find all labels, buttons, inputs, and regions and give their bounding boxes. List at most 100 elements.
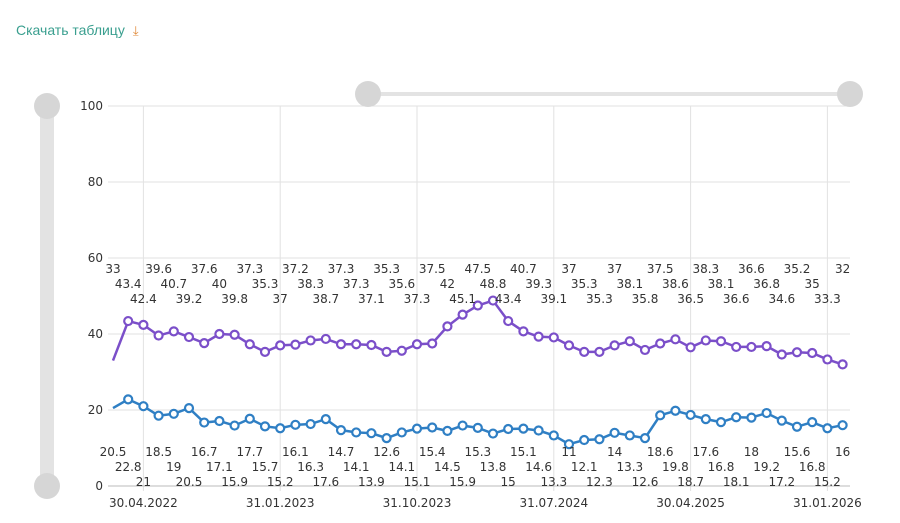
series-blue-data-label: 16.3 [297,460,324,474]
series-blue-point [746,412,757,423]
series-blue-data-label: 15.2 [267,475,294,489]
series-purple-point [791,347,803,358]
series-purple-point [214,328,225,340]
series-purple-point [624,336,635,347]
series-blue-point [822,423,833,434]
series-purple-data-label: 38.3 [692,262,719,276]
series-purple-point [427,338,438,349]
series-purple-point [700,335,711,346]
series-blue-point [351,427,362,438]
series-blue-data-label: 14.7 [328,445,355,459]
series-blue-data-label: 17.6 [312,475,339,489]
series-purple-data-label: 37.3 [404,292,431,306]
series-purple-data-label: 35 [805,277,820,291]
series-blue-point [290,419,301,430]
y-tick-label: 20 [88,403,103,417]
series-purple-point [807,347,818,359]
vertical-range-slider[interactable] [34,93,60,499]
series-purple-data-label: 35.3 [586,292,613,306]
x-tick-label: 31.07.2024 [519,496,588,510]
series-blue-data-label: 15.1 [510,445,537,459]
download-table-link[interactable]: Скачать таблицу ⤓ [16,22,139,39]
series-blue-data-label: 14.1 [343,460,370,474]
series-purple-point [503,315,514,327]
series-blue-data-label: 15.1 [404,475,431,489]
series-blue-point [837,420,848,431]
series-blue-point [670,405,681,416]
series-purple-point [731,341,742,353]
series-blue-point [411,423,423,434]
series-purple-point [609,340,620,351]
x-tick-label: 31.01.2026 [793,496,862,510]
series-blue-data-label: 16 [835,445,850,459]
series-blue-point [518,423,529,434]
series-purple-data-label: 42.4 [130,292,157,306]
series-blue-data-label: 18 [744,445,759,459]
series-blue-point [457,420,468,431]
series-blue-data-label: 15.9 [449,475,476,489]
series-blue-data-label: 13.3 [616,460,643,474]
series-purple-point [153,330,164,341]
series-purple-point [655,338,666,349]
series-purple-data-label: 38.6 [662,277,689,291]
vertical-slider-track[interactable] [40,106,54,486]
series-purple-data-label: 36.5 [677,292,704,306]
series-blue-data-label: 19.8 [662,460,689,474]
vertical-slider-top-handle[interactable] [34,93,60,119]
series-blue-point [548,430,559,441]
series-purple-point [442,321,453,332]
series-purple-point [639,344,651,356]
series-blue-data-label: 14.6 [525,460,552,474]
series-purple-data-label: 38.3 [297,277,324,291]
y-tick-label: 0 [95,479,103,493]
series-blue-point [199,417,210,428]
horizontal-slider-track[interactable] [368,92,850,96]
y-tick-label: 100 [80,99,103,113]
series-purple-point [548,332,559,343]
series-purple-data-label: 48.8 [480,277,507,291]
series-blue-point [153,410,164,421]
series-purple-point [670,334,681,345]
series-purple-data-label: 33.3 [814,292,841,306]
series-blue-data-label: 17.7 [236,445,263,459]
series-purple-point [457,309,468,320]
series-blue-data-label: 15.4 [419,445,446,459]
series-blue-point [533,425,544,436]
series-purple-data-label: 36.6 [738,262,765,276]
series-blue-data-label: 17.6 [692,445,719,459]
x-tick-label: 30.04.2022 [109,496,178,510]
series-blue-data-label: 21 [136,475,151,489]
series-purple-point [685,342,696,353]
series-blue-data-label: 18.7 [677,475,704,489]
series-blue-data-label: 18.5 [145,445,172,459]
series-purple-data-label: 38.1 [708,277,735,291]
series-blue-point [168,408,179,419]
series-blue-point [700,414,711,425]
series-purple-point [396,345,407,356]
series-purple-data-label: 37.3 [236,262,263,276]
horizontal-slider-right-handle[interactable] [837,81,863,107]
series-purple-data-label: 37.3 [328,262,355,276]
y-tick-label: 80 [88,175,103,189]
series-purple-data-label: 37.3 [343,277,370,291]
series-purple-data-label: 35.3 [373,262,400,276]
series-blue-point [427,422,438,433]
series-blue-point [685,409,696,421]
series-blue-data-label: 16.8 [799,460,826,474]
series-blue-point [138,401,149,412]
horizontal-slider-left-handle[interactable] [355,81,381,107]
series-purple-data-label: 39.2 [176,292,203,306]
series-blue-point [244,413,255,424]
series-blue-data-label: 19 [166,460,181,474]
series-purple-point [351,339,362,350]
series-purple-data-label: 40 [212,277,227,291]
series-purple-data-label: 37 [273,292,288,306]
series-purple-data-label: 37.2 [282,262,309,276]
vertical-slider-bottom-handle[interactable] [34,473,60,499]
series-purple-point [411,339,423,350]
horizontal-range-slider[interactable] [355,81,863,107]
series-purple-point [229,329,240,340]
series-blue-point [776,415,787,426]
series-purple-point [472,300,483,311]
series-purple-point [776,349,787,360]
